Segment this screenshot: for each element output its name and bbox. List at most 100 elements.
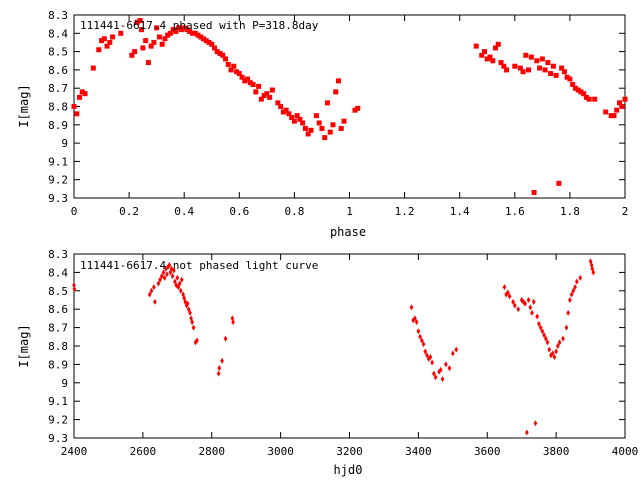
x-tick-label: 4000 (612, 445, 639, 458)
data-point (173, 278, 177, 285)
data-point (554, 348, 558, 355)
data-point (206, 39, 212, 45)
data-point (220, 357, 224, 364)
data-point (608, 113, 614, 119)
data-point (178, 287, 183, 294)
data-point (534, 58, 540, 64)
data-point (170, 27, 176, 33)
data-point (473, 43, 479, 49)
data-point (316, 120, 322, 126)
x-tick-label: 0.4 (174, 205, 194, 218)
data-point (622, 96, 628, 102)
x-tick-label: 0 (71, 205, 78, 218)
data-point (159, 41, 165, 47)
data-point (447, 365, 452, 372)
data-point (573, 284, 577, 291)
data-point (614, 107, 620, 113)
data-point (264, 91, 270, 97)
data-point (418, 333, 422, 340)
data-point (528, 304, 533, 311)
data-point (545, 339, 550, 346)
data-point (250, 82, 256, 88)
data-point (167, 30, 173, 36)
data-point (616, 100, 622, 106)
data-point (502, 284, 507, 291)
data-point (440, 376, 445, 383)
x-tick-label: 1.2 (395, 205, 415, 218)
data-point (556, 180, 562, 186)
data-point (552, 354, 557, 361)
data-point (200, 36, 206, 42)
data-point (214, 49, 220, 55)
data-point (269, 87, 275, 93)
data-point (228, 67, 234, 73)
unphased-light-curve-panel: 8.3 8.4 8.5 8.6 8.7 8.8 8.9 9 9.1 9.2 9.3 2400 2600… (17, 248, 638, 477)
x-tick-label: 2400 (61, 445, 88, 458)
data-point (223, 335, 228, 342)
data-point (172, 267, 176, 274)
data-point (537, 320, 541, 327)
x-tick-label: 1.4 (450, 205, 470, 218)
phased-light-curve-panel: 8.38.48.58.68.78.88.999.19.29.3 0 0.2 0.4 0… (17, 9, 628, 239)
data-point (538, 324, 543, 331)
data-point (520, 69, 526, 75)
data-point (189, 315, 193, 322)
data-point (432, 370, 436, 377)
x-tick-label: 1.6 (505, 205, 525, 218)
x-tick-label: 2600 (130, 445, 157, 458)
data-point (533, 420, 538, 427)
data-point (523, 52, 529, 58)
data-point (156, 280, 161, 287)
data-point (165, 271, 169, 278)
data-point (535, 313, 539, 320)
y-tick-label: 8.3 (48, 248, 68, 261)
data-point (308, 127, 314, 133)
data-point (217, 50, 223, 56)
data-point (189, 30, 195, 36)
x-tick-label: 0.2 (119, 205, 139, 218)
data-point (569, 291, 574, 298)
data-point (516, 306, 521, 313)
data-point (420, 337, 424, 344)
data-point (550, 350, 555, 357)
data-point (280, 109, 286, 115)
data-point (82, 91, 88, 97)
data-point (143, 38, 149, 44)
data-point (322, 135, 328, 141)
data-point (300, 120, 306, 126)
data-point (444, 361, 448, 368)
data-point (537, 65, 543, 71)
data-point (185, 300, 190, 307)
data-point (327, 129, 333, 135)
data-point (129, 52, 135, 58)
data-point (324, 100, 330, 106)
data-point (160, 273, 164, 280)
data-point (234, 69, 240, 75)
data-point (493, 45, 499, 51)
data-point (165, 32, 171, 38)
data-point (330, 122, 336, 128)
data-point (504, 291, 508, 298)
data-point (542, 67, 548, 73)
data-point (586, 96, 592, 102)
data-point (540, 328, 545, 335)
data-point (110, 34, 116, 40)
y-tick-label: 8.4 (48, 266, 68, 279)
data-point (481, 49, 487, 55)
y-tick-label: 9 (61, 377, 68, 390)
data-point (140, 45, 146, 51)
data-point (548, 71, 554, 77)
data-point (575, 87, 581, 93)
x-tick-label: 3600 (474, 445, 501, 458)
data-point (421, 341, 426, 348)
data-point (203, 38, 209, 44)
data-point (571, 287, 576, 294)
data-point (591, 269, 596, 276)
data-point (195, 32, 201, 38)
data-point (174, 282, 179, 289)
data-point (561, 335, 565, 342)
data-point (313, 113, 319, 119)
data-point (261, 93, 267, 99)
data-point (619, 104, 625, 109)
data-point (409, 304, 414, 311)
